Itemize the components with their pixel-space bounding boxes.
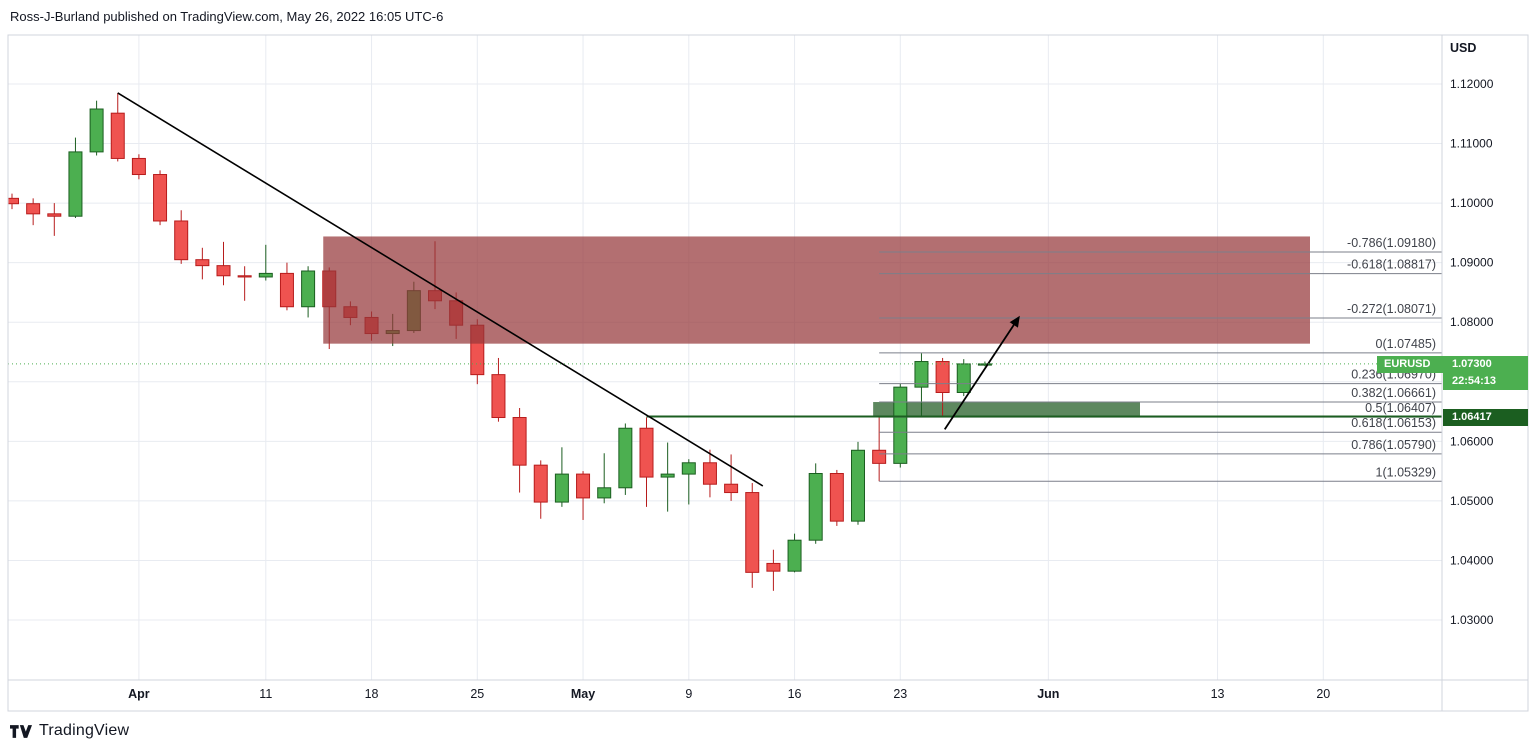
price-tick-label: 1.04000 [1450, 553, 1494, 567]
candle[interactable] [153, 170, 168, 226]
symbol-label: EURUSD [1384, 357, 1431, 370]
fib-level-label: -0.786(1.09180) [1347, 236, 1436, 250]
horizontal-line-price-badge: 1.06417 [1443, 408, 1528, 426]
candle[interactable] [512, 407, 527, 493]
candle[interactable] [872, 416, 887, 482]
fib-level-label: 0.382(1.06661) [1351, 386, 1436, 400]
candle[interactable] [491, 357, 506, 422]
price-tick-label: 1.05000 [1450, 494, 1494, 508]
last-price-label: 1.07300 [1452, 357, 1492, 370]
candle[interactable] [618, 423, 633, 495]
demand-zone[interactable] [873, 402, 1140, 417]
price-tick-label: 1.11000 [1450, 137, 1493, 151]
tradingview-brand-text[interactable]: TradingView [39, 722, 130, 739]
fib-level-label: 1(1.05329) [1376, 465, 1436, 479]
candle[interactable] [174, 210, 189, 264]
symbol-price-badge[interactable]: EURUSD 1.07300 [1377, 355, 1528, 373]
candle[interactable] [237, 266, 252, 301]
candle[interactable] [808, 463, 823, 544]
candle[interactable] [131, 154, 146, 180]
fib-level-label: -0.618(1.08817) [1347, 258, 1436, 272]
fib-retracement[interactable]: -0.786(1.09180) -0.618(1.08817) -0.272(1.0… [879, 236, 1442, 482]
time-tick-label: Jun [1037, 687, 1059, 701]
candle[interactable] [660, 442, 675, 512]
chart-panel-border [7, 34, 1529, 712]
candle[interactable] [829, 469, 844, 526]
time-tick-label: 9 [685, 687, 692, 701]
candle[interactable] [914, 353, 929, 418]
fib-level-label: -0.272(1.08071) [1347, 302, 1436, 316]
candle[interactable] [893, 383, 908, 468]
fib-level-label: 0.786(1.05790) [1351, 438, 1436, 452]
price-tick-label: 1.12000 [1450, 77, 1494, 91]
candle[interactable] [89, 100, 104, 156]
candle[interactable] [639, 417, 654, 507]
trendline-drawing[interactable] [117, 92, 764, 487]
candle[interactable] [681, 459, 696, 505]
currency-label: USD [1450, 41, 1476, 55]
arrow-drawing[interactable] [943, 315, 1020, 430]
candle[interactable] [47, 203, 62, 236]
time-axis[interactable]: Apr 11 18 25 May 9 16 23 Jun 13 20 [8, 679, 1528, 701]
candle[interactable] [787, 533, 802, 573]
candle[interactable] [68, 137, 83, 219]
price-tick-label: 1.08000 [1450, 315, 1494, 329]
fib-level-label: 0.5(1.06407) [1365, 401, 1436, 415]
time-tick-label: 25 [470, 687, 484, 701]
candle[interactable] [724, 454, 739, 501]
candle-countdown-badge: 22:54:13 [1443, 372, 1528, 390]
price-axis[interactable]: USD 1.12000 1.11000 1.10000 1.09000 1.08000 1.… [1441, 35, 1494, 711]
candle[interactable] [110, 92, 125, 162]
price-tick-label: 1.03000 [1450, 613, 1494, 627]
candle[interactable] [851, 441, 865, 525]
candle[interactable] [26, 198, 41, 226]
tradingview-logo-icon[interactable] [10, 724, 32, 738]
time-tick-label: Apr [128, 687, 150, 701]
candle[interactable] [195, 247, 210, 280]
time-tick-label: 18 [365, 687, 379, 701]
candle[interactable] [533, 460, 548, 519]
time-tick-label: May [571, 687, 595, 701]
grid [8, 35, 1442, 680]
candle[interactable] [258, 244, 273, 281]
candle[interactable] [554, 447, 569, 507]
candle[interactable] [766, 549, 781, 591]
time-tick-label: 16 [788, 687, 802, 701]
candle[interactable] [301, 266, 316, 318]
tradingview-attribution[interactable]: TradingView [10, 722, 129, 740]
time-tick-label: 13 [1211, 687, 1225, 701]
candle[interactable] [216, 241, 231, 286]
price-tick-label: 1.10000 [1450, 196, 1494, 210]
attribution-text: Ross-J-Burland published on TradingView.… [10, 9, 444, 24]
time-tick-label: 20 [1316, 687, 1330, 701]
candle[interactable] [576, 471, 591, 520]
fib-level-label: 0.618(1.06153) [1351, 416, 1436, 430]
candle[interactable] [6, 193, 19, 210]
candle[interactable] [745, 483, 760, 588]
price-tick-label: 1.09000 [1450, 256, 1494, 270]
candle[interactable] [279, 262, 294, 311]
time-tick-label: 11 [259, 687, 272, 701]
price-tick-label: 1.06000 [1450, 434, 1494, 448]
candle[interactable] [702, 449, 717, 498]
candle[interactable] [597, 453, 612, 504]
time-tick-label: 23 [893, 687, 907, 701]
supply-zone[interactable] [323, 236, 1310, 344]
candles-series [6, 92, 992, 591]
fib-level-label: 0(1.07485) [1376, 337, 1436, 351]
candle[interactable] [935, 357, 950, 417]
candle[interactable] [956, 359, 971, 397]
